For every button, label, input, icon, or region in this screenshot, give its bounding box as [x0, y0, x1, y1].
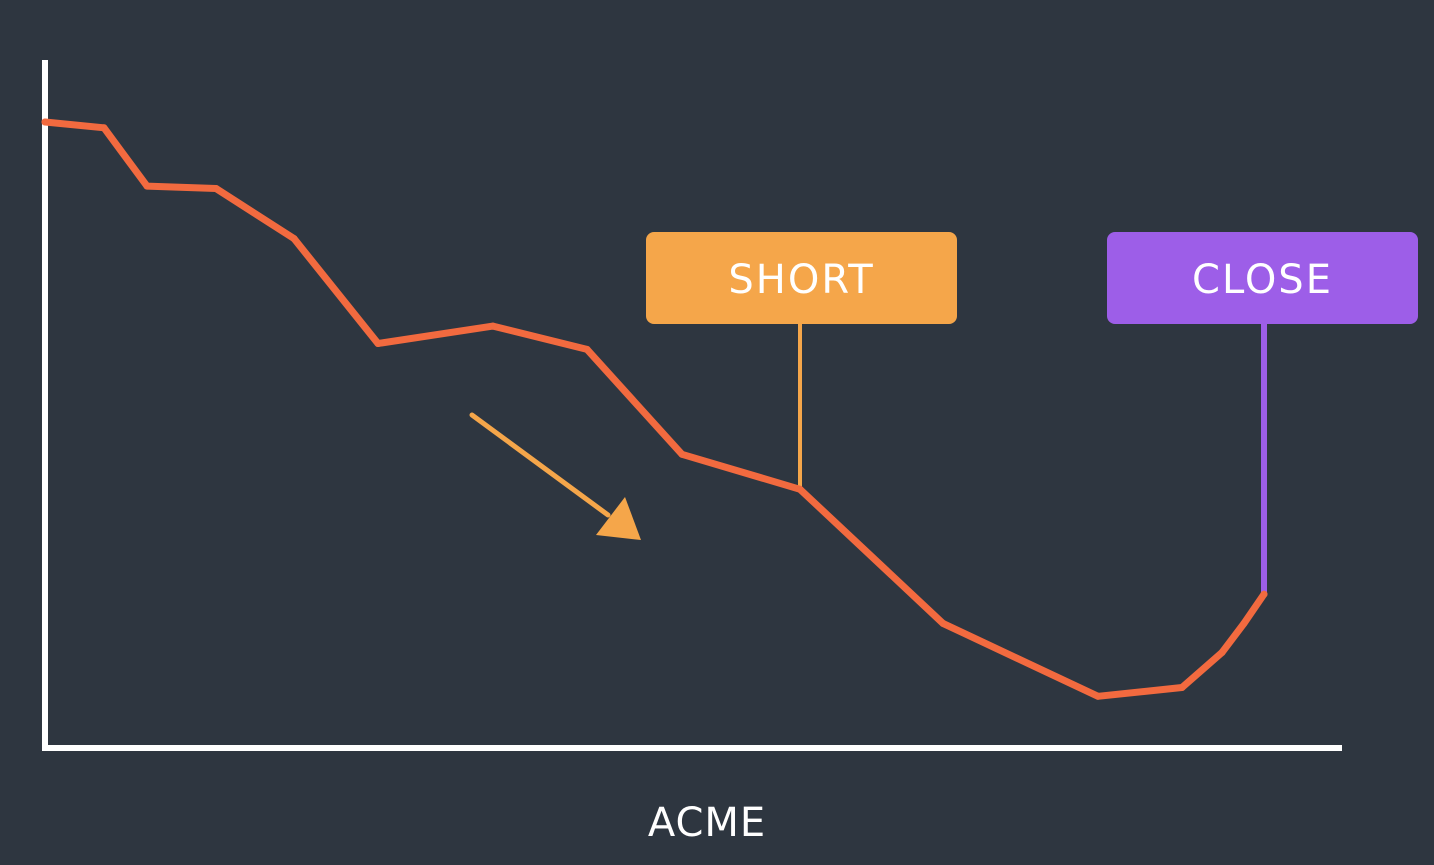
- data-point: [796, 485, 804, 493]
- data-point: [374, 340, 382, 347]
- data-point: [100, 124, 108, 132]
- data-point: [1240, 619, 1248, 627]
- price-series-line: [41, 118, 1268, 700]
- data-point: [489, 322, 497, 330]
- data-point: [939, 619, 947, 627]
- data-point: [41, 118, 49, 126]
- data-point: [1260, 590, 1268, 598]
- data-point: [1178, 684, 1186, 691]
- data-point: [583, 345, 591, 353]
- data-point: [290, 235, 298, 243]
- x-axis-label: ACME: [0, 800, 1434, 846]
- close-marker-label: CLOSE: [1107, 232, 1418, 324]
- x-axis-title: ACME: [647, 800, 767, 846]
- data-point: [143, 182, 151, 190]
- data-point: [212, 185, 220, 192]
- data-point: [678, 450, 686, 458]
- data-point: [1094, 692, 1102, 700]
- short-marker-label: SHORT: [646, 232, 957, 324]
- trend-arrow: [469, 412, 641, 540]
- data-point: [1218, 649, 1226, 656]
